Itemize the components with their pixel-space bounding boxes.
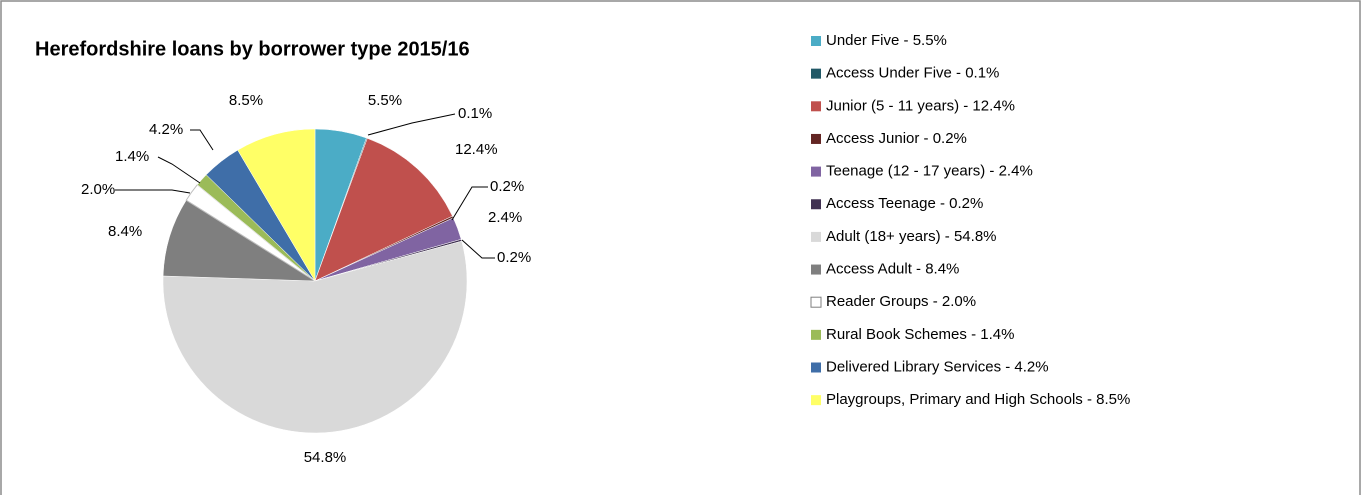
data-label: 2.4% <box>488 209 522 226</box>
legend-swatch <box>810 296 822 308</box>
pie-slice <box>314 137 453 282</box>
data-label: 0.1% <box>458 105 492 122</box>
leader-line <box>157 156 201 184</box>
legend-label: Access Teenage - 0.2% <box>826 195 983 212</box>
legend-label: Teenage (12 - 17 years) - 2.4% <box>826 163 1033 180</box>
legend-swatch <box>811 101 821 112</box>
legend-label: Under Five - 5.5% <box>826 32 947 49</box>
legend-swatch <box>811 199 821 210</box>
legend-label: Delivered Library Services - 4.2% <box>826 358 1049 375</box>
legend-swatch <box>811 329 821 340</box>
data-label: 5.5% <box>368 92 402 109</box>
data-label: 54.8% <box>304 449 347 466</box>
chart-title: Herefordshire loans by borrower type 201… <box>35 38 470 60</box>
data-label: 8.5% <box>229 92 263 109</box>
legend-label: Junior (5 - 11 years) - 12.4% <box>826 97 1015 114</box>
data-label: 2.0% <box>81 181 115 198</box>
legend-label: Rural Book Schemes - 1.4% <box>826 326 1014 343</box>
pie-slice <box>162 240 468 434</box>
legend-swatch <box>811 133 821 144</box>
legend-label: Reader Groups - 2.0% <box>826 293 976 310</box>
legend-swatch <box>811 362 821 373</box>
legend-swatch <box>811 166 821 177</box>
legend-swatch <box>811 264 821 275</box>
leader-line <box>115 189 191 194</box>
legend-label: Access Under Five - 0.1% <box>826 65 999 82</box>
data-label: 0.2% <box>490 178 524 195</box>
data-label: 1.4% <box>115 148 149 165</box>
data-label: 8.4% <box>108 223 142 240</box>
data-label: 4.2% <box>149 121 183 138</box>
pie-slice <box>237 128 316 282</box>
legend-swatch <box>811 68 821 79</box>
legend-swatch <box>811 395 821 406</box>
legend-label: Adult (18+ years) - 54.8% <box>826 228 997 245</box>
legend-label: Access Junior - 0.2% <box>826 130 967 147</box>
legend-label: Playgroups, Primary and High Schools - 8… <box>826 391 1130 408</box>
leader-line <box>451 186 488 221</box>
legend-label: Access Adult - 8.4% <box>826 261 959 278</box>
data-label: 12.4% <box>455 141 498 158</box>
leader-line <box>190 129 214 151</box>
leader-line <box>461 239 495 259</box>
legend-swatch <box>811 36 821 46</box>
data-label: 0.2% <box>497 249 531 266</box>
leader-line <box>367 113 456 136</box>
legend-swatch <box>811 231 821 242</box>
